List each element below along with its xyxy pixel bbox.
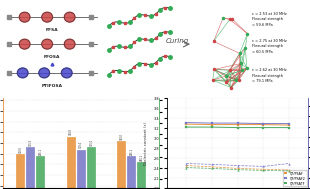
Circle shape: [19, 12, 30, 22]
Text: Curing: Curing: [166, 38, 189, 44]
Text: ε = 2.75 at 30 MHz
Flexural strength
= 60.5 MPa: ε = 2.75 at 30 MHz Flexural strength = 6…: [252, 39, 286, 54]
Circle shape: [39, 68, 50, 78]
Text: 315.0: 315.0: [89, 139, 93, 146]
Text: 295.1: 295.1: [130, 147, 134, 155]
Text: ε = 2.53 at 30 MHz
Flexural strength
= 59.6 MPa: ε = 2.53 at 30 MHz Flexural strength = 5…: [252, 12, 286, 27]
Bar: [37, 156, 45, 189]
Line: QF/PSAF2: QF/PSAF2: [185, 122, 290, 125]
Bar: [87, 147, 96, 189]
Text: 315.5: 315.5: [29, 139, 33, 146]
Bar: [16, 154, 25, 189]
Bar: [127, 156, 136, 189]
Legend: QF/PSAF, QF/PSAF2, QF/PSATF: QF/PSAF, QF/PSAF2, QF/PSATF: [283, 170, 307, 187]
Text: PFOSA: PFOSA: [44, 55, 60, 59]
Circle shape: [42, 39, 52, 49]
Bar: [26, 147, 35, 189]
Text: ε = 2.62 at 30 MHz
Flexural strength
= 79.1 MPa: ε = 2.62 at 30 MHz Flexural strength = 7…: [252, 68, 286, 83]
Circle shape: [61, 68, 72, 78]
Text: 280.1: 280.1: [140, 154, 144, 161]
Text: PFSA: PFSA: [46, 28, 58, 32]
QF/PSATF: [236, 126, 240, 129]
Bar: [117, 141, 126, 189]
QF/PSAF2: [184, 122, 188, 124]
QF/PSAF: [184, 123, 188, 125]
Text: 330.0: 330.0: [120, 133, 124, 140]
QF/PSATF: [184, 126, 188, 128]
Text: 309.4: 309.4: [79, 142, 83, 149]
Text: 295.1: 295.1: [39, 147, 43, 155]
QF/PSAF: [210, 123, 214, 126]
QF/PSATF: [262, 126, 265, 129]
QF/PSATF: [210, 126, 214, 128]
QF/PSAF2: [262, 122, 265, 125]
Circle shape: [64, 39, 75, 49]
QF/PSAF2: [236, 122, 240, 124]
Y-axis label: Dielectric constant (ε): Dielectric constant (ε): [144, 122, 148, 165]
Bar: [137, 162, 146, 189]
Circle shape: [19, 39, 30, 49]
Circle shape: [42, 12, 52, 22]
Line: QF/PSATF: QF/PSATF: [185, 126, 290, 129]
Text: PTIFOSA: PTIFOSA: [42, 84, 63, 88]
Circle shape: [17, 68, 28, 78]
Text: 300.0: 300.0: [19, 146, 23, 153]
QF/PSAF: [287, 124, 291, 126]
Bar: [77, 150, 86, 189]
QF/PSATF: [287, 126, 291, 129]
QF/PSAF2: [287, 122, 291, 125]
QF/PSAF: [262, 123, 265, 126]
Text: 340.0: 340.0: [69, 128, 73, 135]
Line: QF/PSAF: QF/PSAF: [185, 123, 290, 126]
QF/PSAF2: [210, 122, 214, 124]
Circle shape: [64, 12, 75, 22]
Y-axis label: Laminating shear
strength (MPa): Laminating shear strength (MPa): [181, 126, 190, 160]
Bar: [67, 137, 76, 189]
QF/PSAF: [236, 123, 240, 126]
